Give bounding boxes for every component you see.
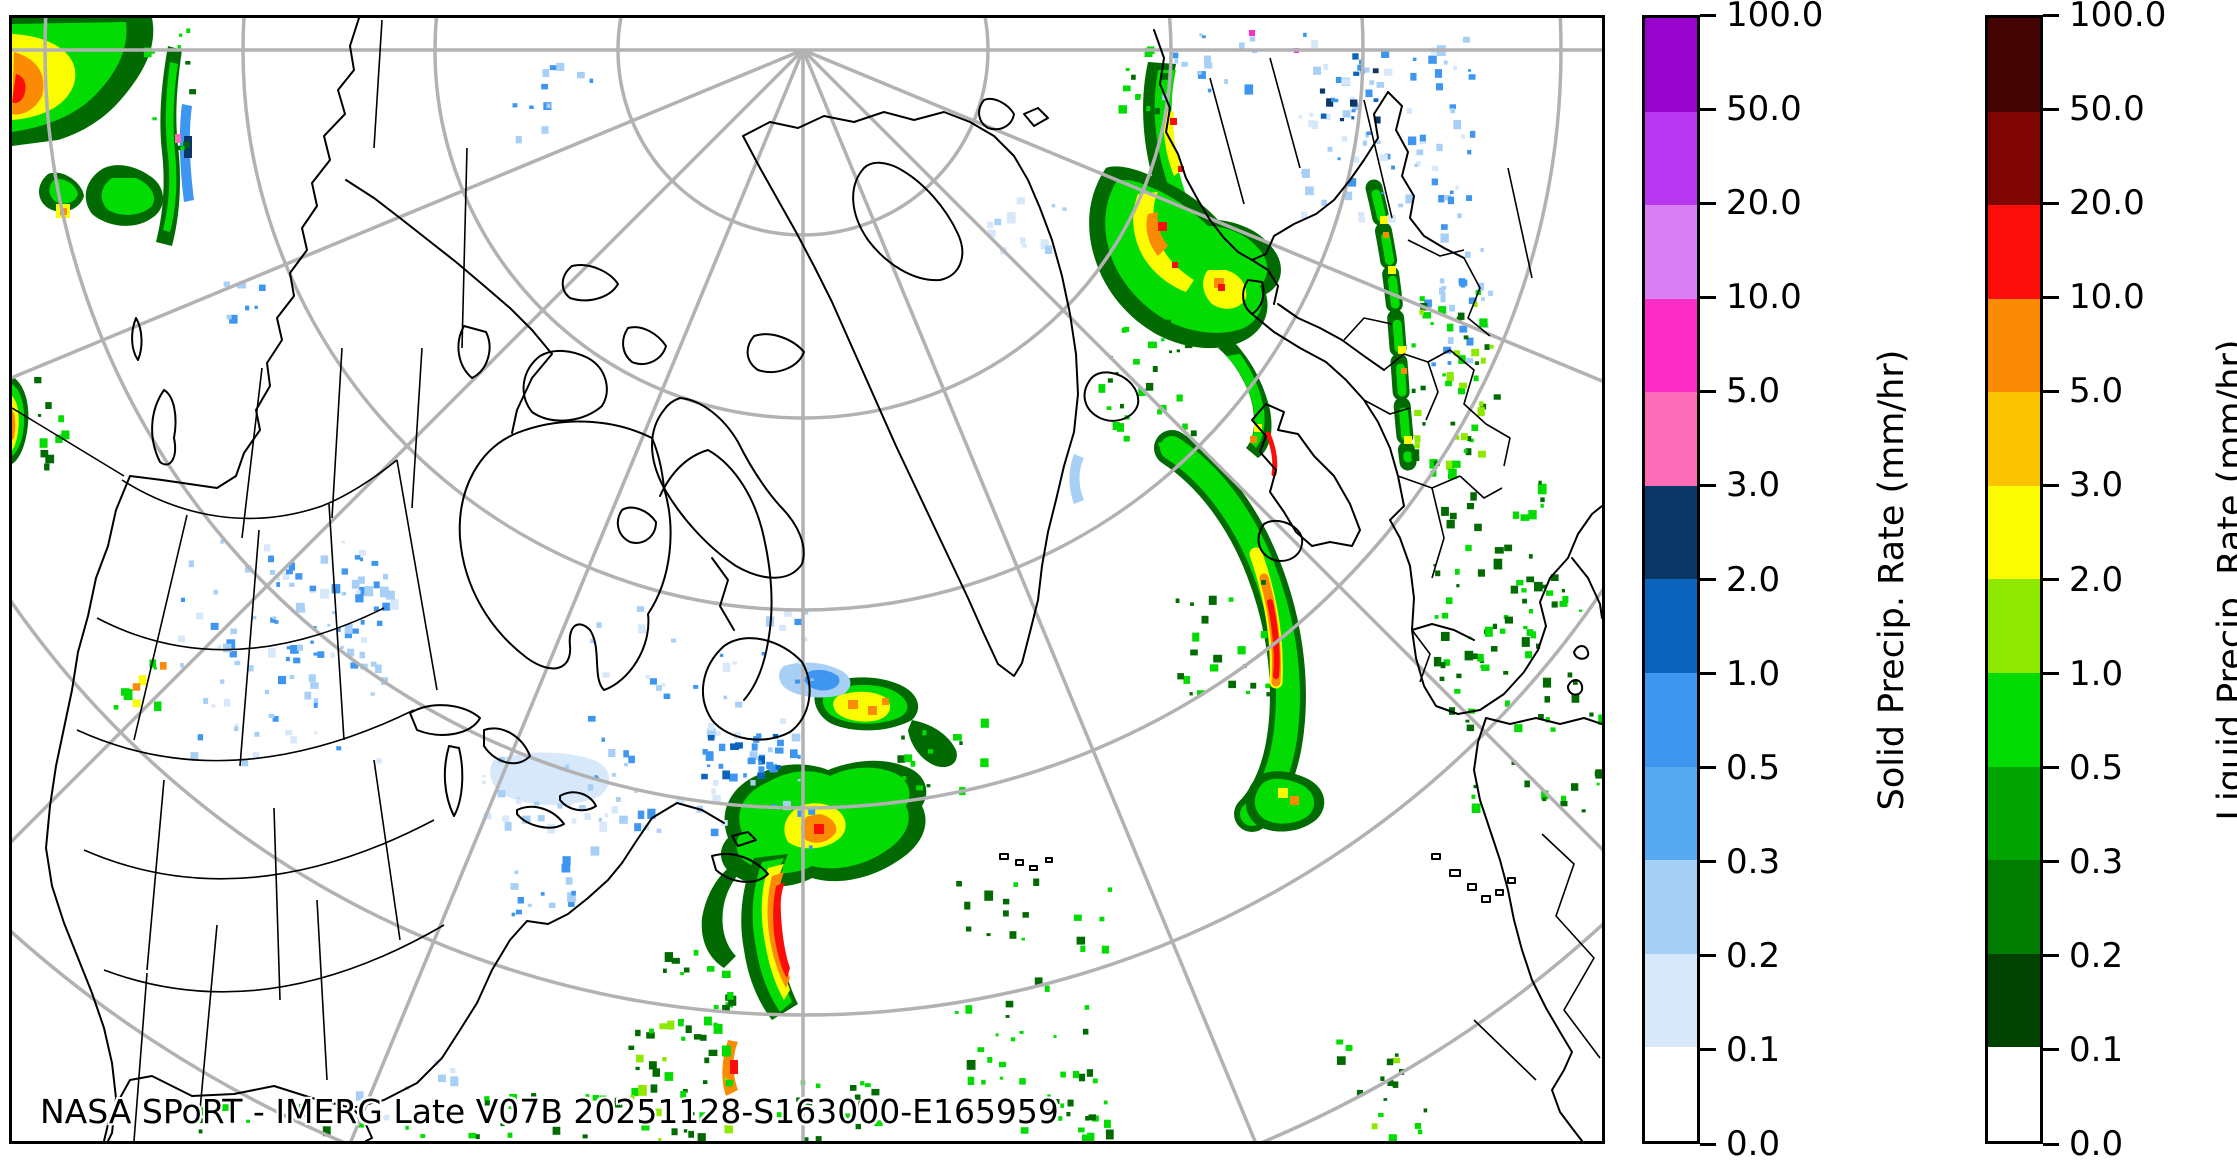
- tick-label: 0.0: [1726, 1124, 1781, 1164]
- colorbar-tick: [1700, 578, 1716, 581]
- colorbar-tick: [2043, 578, 2059, 581]
- colorbar-tick: [1700, 107, 1716, 111]
- colorbar-segment: [1988, 953, 2040, 1048]
- colorbar-tick: [2043, 201, 2059, 205]
- colorbar-segment: [1988, 392, 2040, 486]
- tick-label: 3.0: [2069, 465, 2124, 506]
- colorbar-segment: [1988, 205, 2040, 299]
- tick-label: 5.0: [1726, 371, 1781, 412]
- tick-label: 20.0: [2069, 183, 2145, 224]
- colorbar-segment: [1645, 298, 1697, 393]
- colorbar-tick: [2043, 295, 2059, 299]
- graticule: [12, 18, 1602, 1141]
- colorbar-tick: [2043, 766, 2059, 770]
- colorbar-tick: [1700, 1048, 1716, 1052]
- tick-label: 1.0: [1726, 653, 1781, 694]
- colorbar-segment: [1988, 860, 2040, 954]
- colorbar-tick: [2043, 483, 2059, 487]
- tick-label: 100.0: [1726, 0, 1824, 35]
- tick-label: 0.5: [2069, 747, 2124, 788]
- colorbar-segment: [1988, 1047, 2040, 1141]
- tick-label: 0.1: [2069, 1029, 2124, 1070]
- tick-label: 1.0: [2069, 653, 2124, 694]
- colorbar-liquid-bar: [1985, 15, 2043, 1144]
- colorbar-solid-bar: [1642, 15, 1700, 1144]
- map-svg: [12, 18, 1602, 1141]
- colorbar-segment: [1645, 673, 1697, 767]
- precip-speckles: [34, 28, 1602, 1141]
- colorbar-tick: [1700, 295, 1716, 299]
- tick-label: 0.5: [1726, 747, 1781, 788]
- borders: [12, 19, 1601, 1141]
- colorbar-segment: [1988, 766, 2040, 861]
- tick-label: 20.0: [1726, 183, 1802, 224]
- colorbar-segment: [1645, 579, 1697, 674]
- colorbar-tick: [1700, 1142, 1716, 1146]
- colorbar-segment: [1988, 18, 2040, 112]
- tick-label: 2.0: [1726, 559, 1781, 600]
- map-panel: NASA SPoRT - IMERG Late V07B 20251128-S1…: [9, 15, 1605, 1144]
- colorbar-tick: [1700, 672, 1716, 676]
- map-annotation: NASA SPoRT - IMERG Late V07B 20251128-S1…: [40, 1092, 1059, 1131]
- colorbar-segment: [1645, 205, 1697, 299]
- colorbar-segment: [1988, 485, 2040, 580]
- coastlines: [45, 18, 1602, 1141]
- colorbar-tick: [1700, 389, 1716, 393]
- colorbar-segment: [1988, 673, 2040, 767]
- precip-solid-layer: [175, 30, 1299, 805]
- colorbar-segment: [1645, 1047, 1697, 1141]
- colorbar-segment: [1988, 298, 2040, 393]
- colorbar-tick: [1700, 201, 1716, 205]
- tick-label: 0.0: [2069, 1124, 2124, 1164]
- tick-label: 10.0: [2069, 277, 2145, 318]
- tick-label: 0.2: [1726, 935, 1781, 976]
- colorbar-segment: [1645, 111, 1697, 206]
- colorbar-segment: [1988, 579, 2040, 674]
- colorbar-liquid-label: Liquid Precip. Rate (mm/hr): [2211, 338, 2237, 821]
- colorbar-segment: [1645, 18, 1697, 112]
- colorbar-tick: [1700, 954, 1716, 958]
- colorbar-tick: [1700, 483, 1716, 487]
- colorbar-segment: [1645, 860, 1697, 954]
- colorbar-tick: [2043, 860, 2059, 864]
- tick-label: 2.0: [2069, 559, 2124, 600]
- colorbar-segment: [1645, 392, 1697, 486]
- colorbar-tick: [1700, 766, 1716, 770]
- colorbar-solid-label: Solid Precip. Rate (mm/hr): [1872, 349, 1912, 810]
- colorbar-tick: [2043, 1142, 2059, 1146]
- tick-label: 0.1: [1726, 1029, 1781, 1070]
- colorbar-tick: [2043, 107, 2059, 111]
- colorbar-segment: [1988, 111, 2040, 206]
- colorbar-tick: [2043, 672, 2059, 676]
- colorbar-tick: [2043, 389, 2059, 393]
- tick-label: 50.0: [1726, 89, 1802, 130]
- tick-label: 50.0: [2069, 89, 2145, 130]
- tick-label: 10.0: [1726, 277, 1802, 318]
- colorbar-tick: [1700, 13, 1716, 17]
- colorbar-tick: [2043, 1048, 2059, 1052]
- tick-label: 0.3: [2069, 841, 2124, 882]
- colorbar-segment: [1645, 953, 1697, 1048]
- colorbar-tick: [2043, 954, 2059, 958]
- tick-label: 0.3: [1726, 841, 1781, 882]
- colorbar-segment: [1645, 766, 1697, 861]
- tick-label: 100.0: [2069, 0, 2167, 35]
- colorbar-segment: [1645, 485, 1697, 580]
- tick-label: 0.2: [2069, 935, 2124, 976]
- tick-label: 3.0: [1726, 465, 1781, 506]
- colorbar-tick: [2043, 13, 2059, 17]
- tick-label: 5.0: [2069, 371, 2124, 412]
- colorbar-tick: [1700, 860, 1716, 864]
